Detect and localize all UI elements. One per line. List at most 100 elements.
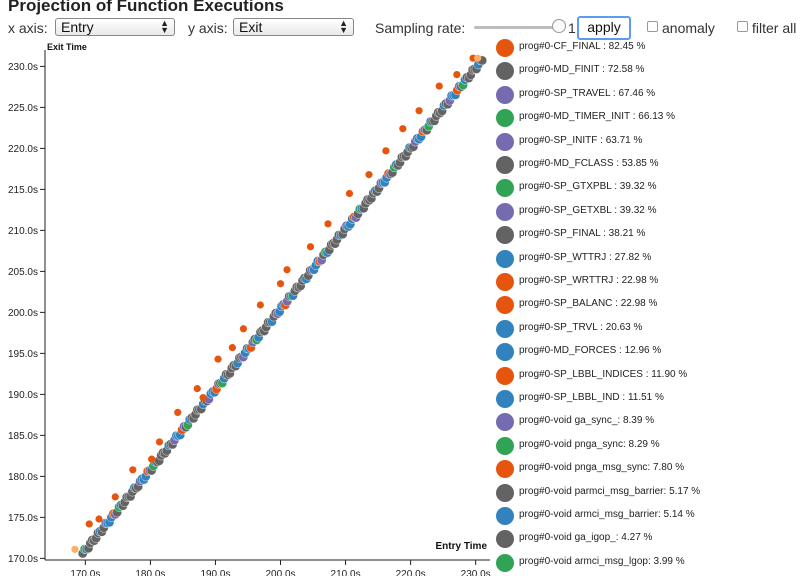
legend-swatch xyxy=(496,507,514,525)
filter-all-checkbox[interactable] xyxy=(737,21,748,32)
scatter-chart: 170.0s 175.0s 180.0s 185.0s 190.0s 195.0s 200.… xyxy=(8,42,491,576)
legend-label: prog#0-SP_WTTRJ : 27.82 % xyxy=(519,251,652,263)
x-axis-select[interactable]: Entry ▲ ▼ xyxy=(55,18,175,36)
y-tick-label: 230.0s xyxy=(8,62,38,73)
execution-point[interactable] xyxy=(276,280,285,288)
execution-point[interactable] xyxy=(365,171,373,179)
data-points xyxy=(71,54,487,559)
execution-point[interactable] xyxy=(474,54,482,62)
legend-swatch xyxy=(496,530,514,549)
legend-label: prog#0-MD_FCLASS : 53.85 % xyxy=(519,158,659,169)
legend-swatch xyxy=(496,343,514,362)
y-tick-label: 190.0s xyxy=(8,390,38,401)
x-axis-title: Entry Time xyxy=(436,541,488,552)
execution-point[interactable] xyxy=(399,125,407,133)
x-tick-label: 210.0s xyxy=(331,569,361,576)
execution-point[interactable] xyxy=(111,493,119,501)
x-axis-label: x axis: xyxy=(8,20,48,36)
execution-point[interactable] xyxy=(239,325,248,333)
execution-point[interactable] xyxy=(382,147,390,155)
legend-swatch xyxy=(496,156,514,174)
legend-label: prog#0-SP_LBBL_INDICES : 11.90 % xyxy=(519,368,688,380)
legend-swatch xyxy=(496,366,514,385)
execution-point[interactable] xyxy=(95,515,103,523)
sampling-rate-label: Sampling rate: xyxy=(375,20,466,36)
legend-swatch xyxy=(496,179,514,198)
x-axis-select-value: Entry xyxy=(61,19,94,35)
legend-label: prog#0-SP_GTXPBL : 39.32 % xyxy=(519,181,657,193)
execution-point[interactable] xyxy=(228,344,236,352)
execution-point[interactable] xyxy=(71,545,79,553)
legend-label: prog#0-void ga_sync_: 8.39 % xyxy=(519,415,655,427)
legend-swatch xyxy=(496,226,514,245)
apply-button[interactable]: apply xyxy=(577,16,631,40)
legend-swatch xyxy=(496,85,514,104)
execution-point[interactable] xyxy=(148,455,156,463)
legend-label: prog#0-void pnga_sync: 8.29 % xyxy=(519,438,660,450)
execution-point[interactable] xyxy=(199,394,207,402)
execution-point[interactable] xyxy=(306,243,315,251)
legend-label: prog#0-void armci_msg_lgop: 3.99 % xyxy=(519,555,685,567)
execution-point[interactable] xyxy=(193,385,201,393)
y-axis: 170.0s 175.0s 180.0s 185.0s 190.0s 195.0s 200.… xyxy=(8,50,46,565)
slider-track xyxy=(474,26,560,29)
slider-thumb[interactable] xyxy=(552,19,566,33)
y-tick-label: 200.0s xyxy=(8,308,38,319)
legend-label: prog#0-SP_WRTTRJ : 22.98 % xyxy=(519,275,659,286)
legend-swatch xyxy=(496,273,514,291)
sampling-rate-slider[interactable] xyxy=(474,19,566,35)
legend-label: prog#0-void pnga_msg_sync: 7.80 % xyxy=(519,462,685,474)
legend-swatch xyxy=(496,62,514,81)
y-axis-label: y axis: xyxy=(188,20,228,36)
execution-point[interactable] xyxy=(435,82,443,90)
execution-point[interactable] xyxy=(453,70,461,79)
execution-point[interactable] xyxy=(155,438,164,446)
select-arrows-icon: ▲ ▼ xyxy=(160,18,169,35)
legend-label: prog#0-SP_GETXBL : 39.32 % xyxy=(519,204,657,216)
y-tick-label: 225.0s xyxy=(8,103,38,114)
execution-point[interactable] xyxy=(283,266,291,274)
x-axis: 170.0s 180.0s 190.0s 200.0s 210.0s 220.0s 230.… xyxy=(45,559,491,576)
page-title: Projection of Function Executions xyxy=(8,0,284,15)
legend-swatch xyxy=(496,132,514,151)
y-tick-label: 215.0s xyxy=(8,185,38,196)
legend-swatch xyxy=(496,553,514,572)
execution-point[interactable] xyxy=(129,466,137,474)
legend-label: prog#0-SP_TRVL : 20.63 % xyxy=(519,321,643,333)
legend-swatch xyxy=(496,390,514,408)
execution-point[interactable] xyxy=(415,107,423,115)
legend-swatch xyxy=(496,483,514,502)
legend-swatch xyxy=(496,39,514,57)
legend-label: prog#0-CF_FINAL : 82.45 % xyxy=(519,41,646,52)
execution-point[interactable] xyxy=(345,189,354,198)
y-tick-label: 185.0s xyxy=(8,431,38,442)
execution-point[interactable] xyxy=(214,355,222,363)
x-tick-label: 170.0s xyxy=(70,569,100,576)
x-tick-label: 230.0s xyxy=(461,569,491,576)
execution-point[interactable] xyxy=(85,520,93,528)
legend-swatch xyxy=(496,296,514,315)
execution-point[interactable] xyxy=(256,301,264,309)
y-axis-select[interactable]: Exit ▲ ▼ xyxy=(233,18,354,36)
y-tick-label: 195.0s xyxy=(8,349,38,360)
y-tick-label: 180.0s xyxy=(8,472,38,483)
y-tick-label: 210.0s xyxy=(8,226,38,237)
x-tick-label: 200.0s xyxy=(265,569,295,576)
legend-swatch xyxy=(496,460,514,479)
controls-bar: x axis: Entry ▲ ▼ y axis: Exit ▲ ▼ Samplin… xyxy=(0,16,804,40)
anomaly-checkbox[interactable] xyxy=(647,21,658,32)
legend-label: prog#0-MD_FORCES : 12.96 % xyxy=(519,345,662,357)
legend-swatch xyxy=(496,109,514,128)
y-tick-label: 220.0s xyxy=(8,144,38,155)
legend-swatch xyxy=(496,319,514,338)
execution-point[interactable] xyxy=(324,220,332,228)
legend-swatch xyxy=(496,413,514,432)
y-tick-label: 205.0s xyxy=(8,267,38,278)
anomaly-label: anomaly xyxy=(662,20,715,36)
x-tick-label: 190.0s xyxy=(200,569,230,576)
x-tick-label: 220.0s xyxy=(396,569,426,576)
execution-point[interactable] xyxy=(174,408,182,417)
legend-label: prog#0-SP_INITF : 63.71 % xyxy=(519,134,643,146)
legend-label: prog#0-void ga_igop_: 4.27 % xyxy=(519,532,653,544)
legend-label: prog#0-SP_BALANC : 22.98 % xyxy=(519,298,658,310)
